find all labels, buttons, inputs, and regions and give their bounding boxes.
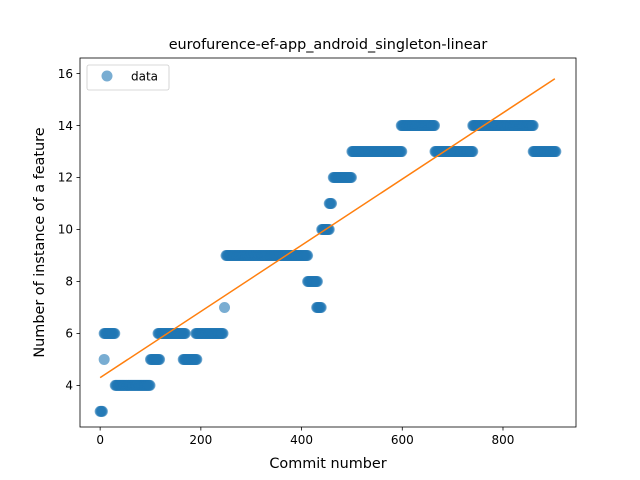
y-tick-label: 4 [65, 379, 73, 393]
x-tick-label: 600 [391, 433, 414, 447]
data-point [467, 146, 479, 158]
data-point [144, 379, 156, 391]
data-point [311, 275, 323, 287]
y-axis-label: Number of instance of a feature [32, 127, 48, 357]
data-point [179, 327, 191, 339]
data-point [326, 198, 338, 210]
data-points [94, 120, 562, 417]
data-point [315, 301, 327, 313]
legend-label-data: data [131, 70, 158, 84]
data-point [109, 327, 121, 339]
data-point [429, 120, 440, 132]
y-tick-label: 10 [58, 223, 73, 237]
y-tick-label: 16 [58, 67, 73, 81]
y-tick-label: 12 [58, 171, 73, 185]
data-point [323, 224, 335, 236]
x-tick-label: 800 [492, 433, 515, 447]
data-point [96, 405, 108, 417]
data-point [217, 327, 229, 339]
data-point [302, 249, 314, 261]
data-point [154, 353, 166, 365]
legend-marker-data [101, 70, 113, 82]
plot-area [79, 57, 577, 428]
data-point [396, 146, 408, 158]
x-tick-label: 0 [96, 433, 104, 447]
x-axis-label: Commit number [269, 456, 386, 472]
y-tick-label: 14 [58, 119, 73, 133]
data-point [550, 146, 562, 158]
fit-line [99, 78, 556, 379]
y-tick-label: 6 [65, 327, 73, 341]
x-axis-ticks: 0 200 400 600 800 [96, 427, 514, 447]
data-point [219, 301, 231, 313]
x-tick-label: 200 [189, 433, 212, 447]
y-axis-ticks: 4 6 8 10 12 14 16 [58, 67, 80, 393]
legend: data [86, 64, 170, 91]
x-tick-label: 400 [290, 433, 313, 447]
data-point [191, 353, 203, 365]
data-point [527, 120, 539, 132]
chart-title: eurofurence-ef-app_android_singleton-lin… [169, 37, 488, 53]
axes-frame [79, 57, 577, 428]
y-tick-label: 8 [65, 275, 73, 289]
data-point [98, 353, 110, 365]
data-point [345, 172, 357, 184]
